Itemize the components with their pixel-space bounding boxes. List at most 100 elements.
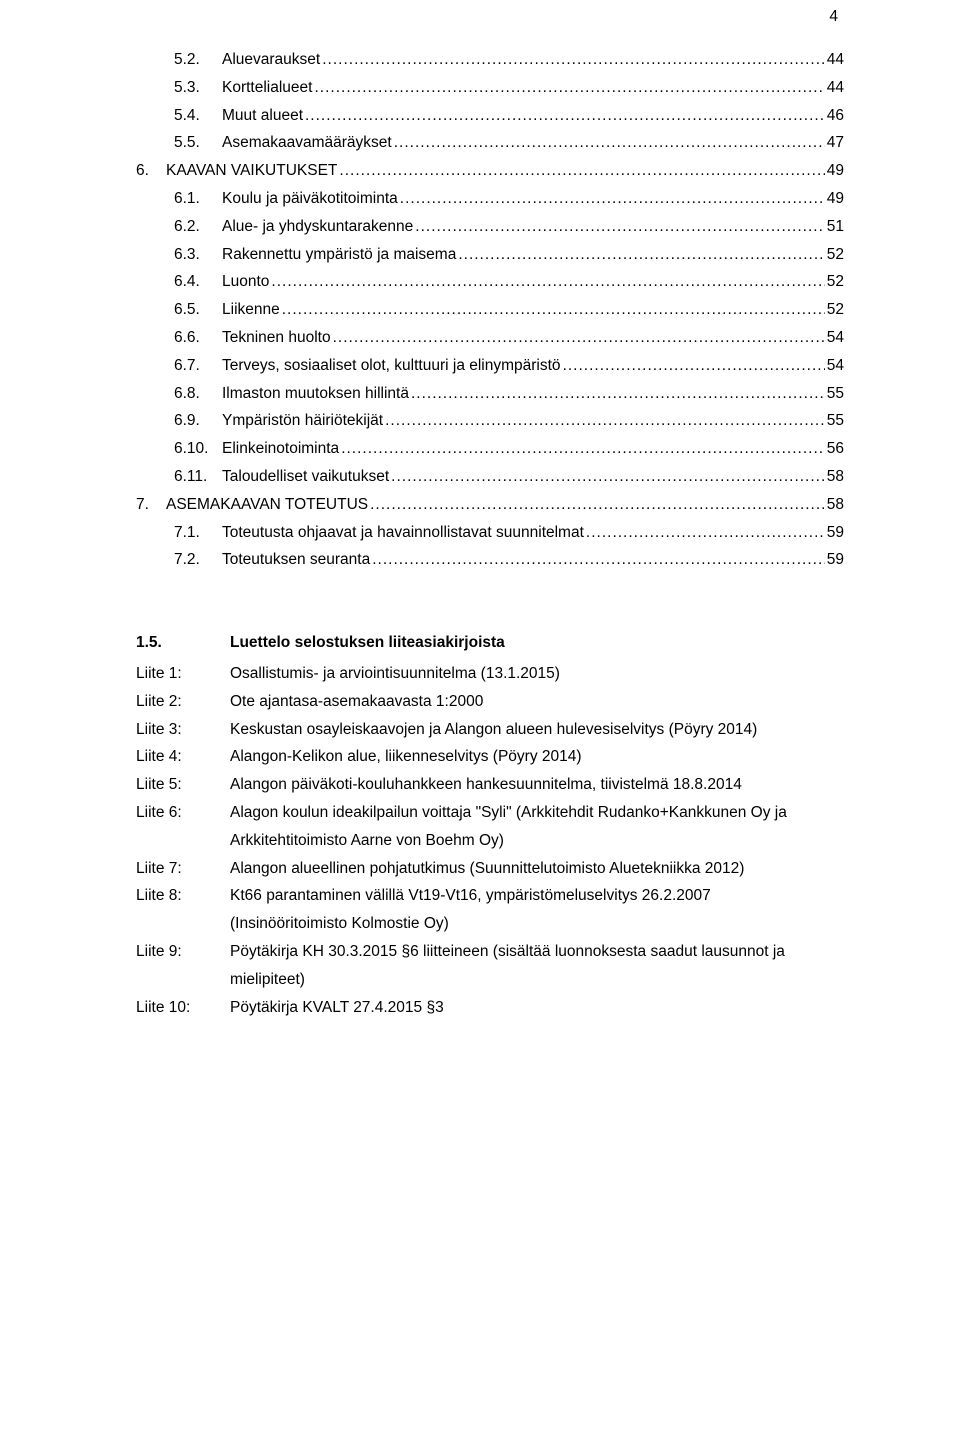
toc-entry-title: Asemakaavamääräykset <box>222 134 392 151</box>
toc-entry-label: 5.4.Muut alueet <box>174 104 303 129</box>
toc-entry: 5.3.Korttelialueet 44 <box>136 76 844 101</box>
toc-entry-page: 44 <box>827 48 844 73</box>
toc-entry-number: 6.7. <box>174 354 222 379</box>
toc-leader-dots <box>339 159 824 184</box>
toc-entry-title: KAAVAN VAIKUTUKSET <box>166 162 337 179</box>
toc-entry-label: 6.10.Elinkeinotoiminta <box>174 437 339 462</box>
appendix-key: Liite 1: <box>136 662 230 687</box>
toc-entry-title: Toteutusta ohjaavat ja havainnollistavat… <box>222 524 584 541</box>
toc-entry-page: 49 <box>827 159 844 184</box>
toc-entry-page: 44 <box>827 76 844 101</box>
appendix-item: Liite 2:Ote ajantasa-asemakaavasta 1:200… <box>136 690 844 715</box>
toc-entry: 6.1.Koulu ja päiväkotitoiminta 49 <box>136 187 844 212</box>
appendix-heading-title: Luettelo selostuksen liiteasiakirjoista <box>230 634 505 651</box>
toc-entry: 6.2.Alue- ja yhdyskuntarakenne 51 <box>136 215 844 240</box>
toc-leader-dots <box>333 326 825 351</box>
toc-entry-label: 6.9.Ympäristön häiriötekijät <box>174 409 383 434</box>
toc-entry: 5.5.Asemakaavamääräykset 47 <box>136 131 844 156</box>
toc-leader-dots <box>391 465 825 490</box>
toc-entry-number: 6.4. <box>174 270 222 295</box>
toc-entry-title: Tekninen huolto <box>222 329 331 346</box>
toc-entry-number: 5.3. <box>174 76 222 101</box>
toc-leader-dots <box>385 409 825 434</box>
toc-entry-title: Korttelialueet <box>222 79 312 96</box>
toc-leader-dots <box>370 493 825 518</box>
toc-entry-title: Liikenne <box>222 301 280 318</box>
toc-entry-label: 7.ASEMAKAAVAN TOTEUTUS <box>136 493 368 518</box>
appendix-value: Osallistumis- ja arviointisuunnitelma (1… <box>230 662 844 687</box>
toc-entry-page: 59 <box>827 521 844 546</box>
toc-entry: 7.2.Toteutuksen seuranta 59 <box>136 548 844 573</box>
toc-leader-dots <box>458 243 824 268</box>
toc-entry-page: 52 <box>827 243 844 268</box>
appendix-value: Pöytäkirja KVALT 27.4.2015 §3 <box>230 996 844 1021</box>
toc-entry-label: 6.1.Koulu ja päiväkotitoiminta <box>174 187 398 212</box>
toc-entry-title: Rakennettu ympäristö ja maisema <box>222 246 456 263</box>
toc-entry-label: 7.2.Toteutuksen seuranta <box>174 548 370 573</box>
toc-entry-label: 6.5.Liikenne <box>174 298 280 323</box>
toc-entry-title: Muut alueet <box>222 107 303 124</box>
toc-entry-label: 6.11.Taloudelliset vaikutukset <box>174 465 389 490</box>
toc-entry-page: 51 <box>827 215 844 240</box>
toc-leader-dots <box>411 382 825 407</box>
toc-entry-title: Ympäristön häiriötekijät <box>222 412 383 429</box>
toc-entry: 6.10.Elinkeinotoiminta 56 <box>136 437 844 462</box>
toc-entry-label: 6.2.Alue- ja yhdyskuntarakenne <box>174 215 413 240</box>
toc-leader-dots <box>394 131 825 156</box>
toc-entry-title: Toteutuksen seuranta <box>222 551 370 568</box>
toc-entry-number: 6.10. <box>174 437 222 462</box>
toc-entry: 6.4.Luonto 52 <box>136 270 844 295</box>
appendix-key: Liite 8: <box>136 884 230 909</box>
toc-entry-label: 5.2.Aluevaraukset <box>174 48 320 73</box>
toc-entry-page: 49 <box>827 187 844 212</box>
toc-entry-label: 6.KAAVAN VAIKUTUKSET <box>136 159 337 184</box>
toc-entry-label: 6.8.Ilmaston muutoksen hillintä <box>174 382 409 407</box>
toc-entry: 6.9.Ympäristön häiriötekijät 55 <box>136 409 844 434</box>
appendix-value-continuation: mielipiteet) <box>230 968 844 993</box>
appendix-value: Alangon alueellinen pohjatutkimus (Suunn… <box>230 857 844 882</box>
appendix-key: Liite 3: <box>136 718 230 743</box>
appendix-key: Liite 10: <box>136 996 230 1021</box>
toc-entry-page: 55 <box>827 409 844 434</box>
appendix-value: Keskustan osayleiskaavojen ja Alangon al… <box>230 718 844 743</box>
toc-entry-page: 52 <box>827 270 844 295</box>
toc-entry-label: 6.7.Terveys, sosiaaliset olot, kulttuuri… <box>174 354 561 379</box>
toc-entry-label: 6.4.Luonto <box>174 270 269 295</box>
toc-entry-page: 47 <box>827 131 844 156</box>
toc-entry-number: 6. <box>136 159 166 184</box>
toc-entry-number: 6.5. <box>174 298 222 323</box>
toc-entry-page: 46 <box>827 104 844 129</box>
toc-leader-dots <box>372 548 825 573</box>
toc-entry-page: 54 <box>827 326 844 351</box>
appendix-item: Liite 3:Keskustan osayleiskaavojen ja Al… <box>136 718 844 743</box>
toc-entry-number: 6.8. <box>174 382 222 407</box>
appendix-key: Liite 6: <box>136 801 230 826</box>
toc-entry-number: 7.2. <box>174 548 222 573</box>
toc-entry-title: Terveys, sosiaaliset olot, kulttuuri ja … <box>222 357 561 374</box>
appendix-value-continuation: (Insinööritoimisto Kolmostie Oy) <box>230 912 844 937</box>
appendix-item: Liite 4:Alangon-Kelikon alue, liikennese… <box>136 745 844 770</box>
toc-entry-title: Aluevaraukset <box>222 51 320 68</box>
toc-leader-dots <box>341 437 825 462</box>
appendix-item: Liite 7:Alangon alueellinen pohjatutkimu… <box>136 857 844 882</box>
page-number: 4 <box>829 8 838 26</box>
toc-entry: 7.1.Toteutusta ohjaavat ja havainnollist… <box>136 521 844 546</box>
toc-leader-dots <box>282 298 825 323</box>
appendix-list: Liite 1:Osallistumis- ja arviointisuunni… <box>136 662 844 1020</box>
toc-entry: 6.6.Tekninen huolto 54 <box>136 326 844 351</box>
toc-entry: 6.8.Ilmaston muutoksen hillintä 55 <box>136 382 844 407</box>
toc-entry-label: 6.3.Rakennettu ympäristö ja maisema <box>174 243 456 268</box>
toc-entry-number: 7. <box>136 493 166 518</box>
toc-entry: 5.4.Muut alueet 46 <box>136 104 844 129</box>
toc-entry-title: Elinkeinotoiminta <box>222 440 339 457</box>
appendix-key: Liite 9: <box>136 940 230 965</box>
appendix-key: Liite 4: <box>136 745 230 770</box>
toc-entry-label: 5.5.Asemakaavamääräykset <box>174 131 392 156</box>
toc-entry-number: 6.1. <box>174 187 222 212</box>
toc-leader-dots <box>415 215 824 240</box>
appendix-value: Alangon-Kelikon alue, liikenneselvitys (… <box>230 745 844 770</box>
toc-entry-title: Koulu ja päiväkotitoiminta <box>222 190 398 207</box>
toc-leader-dots <box>322 48 825 73</box>
toc-entry: 6.3.Rakennettu ympäristö ja maisema 52 <box>136 243 844 268</box>
appendix-item: Liite 8:Kt66 parantaminen välillä Vt19-V… <box>136 884 844 909</box>
